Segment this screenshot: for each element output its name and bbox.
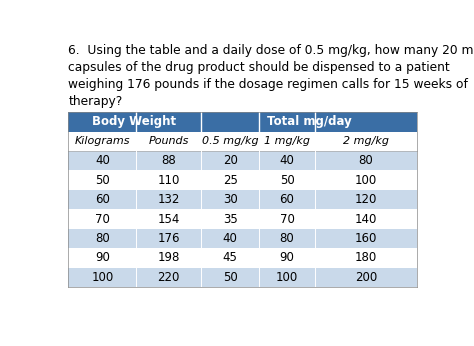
Text: 50: 50: [223, 271, 237, 284]
Bar: [137, 171, 201, 190]
Text: 0.5 mg/kg: 0.5 mg/kg: [202, 136, 258, 146]
Bar: [201, 209, 259, 229]
Text: 180: 180: [355, 252, 377, 264]
Text: 70: 70: [280, 212, 294, 226]
Bar: [137, 151, 201, 171]
Bar: [315, 190, 418, 209]
Bar: [201, 190, 259, 209]
Text: 140: 140: [355, 212, 377, 226]
Text: 50: 50: [280, 174, 294, 187]
Bar: [137, 131, 201, 151]
Text: 198: 198: [157, 252, 180, 264]
Bar: [201, 268, 259, 287]
Bar: [315, 131, 418, 151]
Bar: [202, 112, 418, 131]
Bar: [201, 171, 259, 190]
Text: 100: 100: [276, 271, 298, 284]
Text: 40: 40: [280, 154, 294, 167]
Text: 132: 132: [157, 193, 180, 206]
Bar: [259, 268, 315, 287]
Bar: [137, 268, 201, 287]
Text: 100: 100: [355, 174, 377, 187]
Text: 30: 30: [223, 193, 237, 206]
Bar: [68, 209, 137, 229]
Text: 120: 120: [355, 193, 377, 206]
Bar: [201, 248, 259, 268]
Bar: [259, 151, 315, 171]
Text: 70: 70: [95, 212, 110, 226]
Bar: [259, 190, 315, 209]
Text: 6.  Using the table and a daily dose of 0.5 mg/kg, how many 20 mg
capsules of th: 6. Using the table and a daily dose of 0…: [68, 44, 474, 108]
Text: Total mg/day: Total mg/day: [267, 115, 352, 128]
Text: 80: 80: [359, 154, 374, 167]
Text: 80: 80: [280, 232, 294, 245]
Text: 110: 110: [157, 174, 180, 187]
Text: 154: 154: [157, 212, 180, 226]
Text: 200: 200: [355, 271, 377, 284]
Bar: [201, 229, 259, 248]
Bar: [315, 248, 418, 268]
Bar: [68, 268, 137, 287]
Text: 80: 80: [95, 232, 110, 245]
Bar: [137, 229, 201, 248]
Text: 90: 90: [95, 252, 110, 264]
Bar: [259, 209, 315, 229]
Text: 100: 100: [91, 271, 114, 284]
Bar: [68, 112, 201, 131]
Bar: [315, 209, 418, 229]
Bar: [68, 190, 137, 209]
Text: 40: 40: [95, 154, 110, 167]
Text: 220: 220: [157, 271, 180, 284]
Bar: [259, 229, 315, 248]
Bar: [201, 131, 259, 151]
Bar: [68, 229, 137, 248]
Text: Kilograms: Kilograms: [75, 136, 130, 146]
Text: 60: 60: [95, 193, 110, 206]
Bar: [68, 248, 137, 268]
Text: 176: 176: [157, 232, 180, 245]
Text: 45: 45: [223, 252, 237, 264]
Text: 50: 50: [95, 174, 110, 187]
Text: 160: 160: [355, 232, 377, 245]
Bar: [201, 151, 259, 171]
Bar: [315, 268, 418, 287]
Text: Body Weight: Body Weight: [92, 115, 177, 128]
Bar: [68, 131, 137, 151]
Bar: [68, 151, 137, 171]
Text: 40: 40: [223, 232, 237, 245]
Text: 88: 88: [161, 154, 176, 167]
Text: 2 mg/kg: 2 mg/kg: [343, 136, 389, 146]
Bar: [259, 131, 315, 151]
Bar: [315, 229, 418, 248]
Bar: [315, 171, 418, 190]
Bar: [259, 171, 315, 190]
Bar: [259, 248, 315, 268]
Bar: [68, 171, 137, 190]
Bar: [137, 190, 201, 209]
Bar: [137, 248, 201, 268]
Bar: [137, 209, 201, 229]
Text: 90: 90: [280, 252, 294, 264]
Text: 25: 25: [223, 174, 237, 187]
Text: 35: 35: [223, 212, 237, 226]
Text: Pounds: Pounds: [148, 136, 189, 146]
Text: 60: 60: [280, 193, 294, 206]
Text: 20: 20: [223, 154, 237, 167]
Text: 1 mg/kg: 1 mg/kg: [264, 136, 310, 146]
Bar: [201, 112, 202, 131]
Bar: [315, 151, 418, 171]
